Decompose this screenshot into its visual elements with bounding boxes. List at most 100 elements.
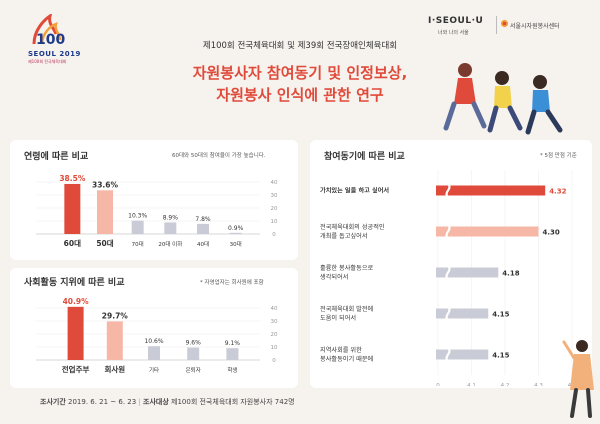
- social-bar: [106, 321, 123, 360]
- age-category-label: 30대: [230, 240, 242, 248]
- event-logo-emblem: 100: [32, 14, 65, 48]
- social-bar: [67, 306, 84, 360]
- social-category-label: 회사원: [104, 364, 125, 374]
- age-value-label: 33.6%: [92, 180, 119, 189]
- motive-category-label: 도움이 되어서: [320, 314, 356, 322]
- age-bar: [97, 190, 113, 234]
- motive-axis-break: [445, 264, 451, 281]
- woman-figure-illustration: [562, 340, 594, 418]
- age-y-tick: 40: [271, 180, 278, 186]
- survey-target-value: 제100회 전국체육대회 자원봉사자 742명: [171, 398, 295, 406]
- motive-bar: [436, 308, 489, 319]
- motive-bar: [436, 349, 489, 360]
- age-y-tick: 30: [271, 193, 278, 199]
- social-value-label: 10.6%: [144, 338, 163, 345]
- social-panel: [10, 268, 298, 388]
- motive-category-label: 훌륭한 봉사활동으로: [320, 264, 374, 272]
- age-category-label: 60대: [64, 238, 81, 248]
- motive-value-label: 4.18: [502, 270, 519, 278]
- social-y-tick: 30: [271, 319, 278, 325]
- motive-panel-title: 참여동기에 따른 비교: [324, 152, 405, 162]
- social-y-tick: 20: [271, 332, 278, 338]
- motive-category-label: 생각되어서: [320, 273, 348, 281]
- runners-illustration: [443, 63, 563, 135]
- age-value-label: 38.5%: [59, 174, 86, 183]
- motive-category-label: 개최를 돕고싶어서: [320, 232, 368, 240]
- motive-bar: [436, 267, 499, 278]
- age-category-label: 50대: [96, 238, 113, 248]
- age-chart: 0 10 20 30 40 38.5% 60대 33.6% 50대 10.3% 70대 8.9% 20대…: [36, 174, 278, 248]
- social-category-label: 전업주부: [62, 364, 90, 374]
- motive-x-tick: 4.1: [467, 383, 476, 386]
- social-value-label: 29.7%: [102, 311, 129, 320]
- motive-axis-break: [445, 346, 451, 363]
- age-y-tick: 0: [272, 232, 276, 238]
- age-bar: [64, 183, 81, 234]
- age-bar: [131, 220, 144, 234]
- survey-target-label: 조사대상: [143, 398, 169, 406]
- motive-bar: [436, 185, 546, 196]
- page-title-line1: 자원봉사자 참여동기 및 인정보상,: [192, 64, 408, 82]
- logo-wordmark: SEOUL 2019: [28, 50, 81, 58]
- social-y-tick: 10: [271, 345, 278, 351]
- motive-category-label: 전국체육대회의 성공적인: [320, 223, 385, 231]
- motive-value-label: 4.32: [549, 188, 566, 196]
- social-value-label: 9.1%: [225, 340, 241, 347]
- motive-x-tick: 4.2: [501, 383, 510, 386]
- survey-period-value: 2019. 6. 21 ~ 6. 23: [68, 398, 137, 406]
- age-panel: [10, 140, 298, 260]
- social-bar: [148, 346, 160, 360]
- social-category-label: 기타: [149, 366, 159, 374]
- social-category-label: 은퇴자: [186, 366, 201, 374]
- volunteer-center-name: 서울시자원봉사센터: [510, 23, 560, 30]
- social-bar: [226, 348, 239, 360]
- age-category-label: 70대: [132, 240, 144, 248]
- social-y-tick: 0: [272, 358, 276, 364]
- motive-category-label: 지역사회를 위한: [320, 346, 362, 354]
- age-category-label: 20대 이하: [158, 240, 182, 248]
- logo-subtext: 제100회 전국체육대회: [28, 59, 67, 64]
- age-value-label: 7.8%: [195, 216, 211, 223]
- logo-divider: [496, 16, 497, 34]
- motive-category-label: 봉사활동이기 때문에: [320, 355, 374, 363]
- svg-text:100: 100: [36, 32, 65, 48]
- social-chart: 0 10 20 30 40 40.9% 전업주부 29.7% 회사원 10.6% 기타 9.6% 은퇴자…: [36, 297, 278, 374]
- motive-category-label: 전국체육대회 발전에: [320, 305, 374, 313]
- social-value-label: 9.6%: [186, 340, 202, 347]
- page-title-line2: 자원봉사 인식에 관한 연구: [216, 86, 384, 104]
- age-value-label: 8.9%: [163, 214, 179, 221]
- motive-x-tick: 4.3: [534, 383, 543, 386]
- motive-axis-break: [445, 305, 451, 322]
- volunteer-center-icon: [500, 19, 509, 28]
- iseoul-tagline: 너와 나의 서울: [438, 30, 469, 36]
- age-value-label: 10.3%: [128, 213, 147, 220]
- age-bar: [164, 222, 177, 234]
- motive-axis-break: [445, 223, 451, 240]
- iseoul-logo: I·SEOUL·U: [428, 16, 484, 26]
- motive-value-label: 4.30: [543, 229, 560, 237]
- social-panel-title: 사회활동 지위에 따른 비교: [24, 278, 125, 288]
- age-y-tick: 10: [271, 219, 278, 225]
- social-value-label: 40.9%: [63, 297, 90, 306]
- social-panel-note: * 자영업자는 회사원에 포함: [200, 280, 264, 286]
- motive-value-label: 4.15: [492, 352, 509, 360]
- motive-panel-note: * 5점 만점 기준: [540, 153, 577, 159]
- survey-period-label: 조사기간: [40, 398, 66, 406]
- social-y-tick: 40: [271, 306, 278, 312]
- social-category-label: 학생: [227, 366, 237, 374]
- age-panel-note: 60대와 50대의 참여율이 가장 높습니다.: [172, 153, 266, 159]
- age-category-label: 40대: [197, 240, 209, 248]
- motive-category-label: 가치있는 일을 하고 싶어서: [320, 187, 389, 195]
- motive-value-label: 4.15: [492, 311, 509, 319]
- motive-axis-break: [445, 182, 451, 199]
- survey-footer: 조사기간 2019. 6. 21 ~ 6. 23 | 조사대상 제100회 전국…: [40, 398, 295, 406]
- social-bar: [187, 347, 200, 360]
- age-y-tick: 20: [271, 206, 278, 212]
- age-bar: [229, 232, 242, 234]
- motive-x-tick: 0: [436, 383, 440, 386]
- age-value-label: 0.9%: [228, 225, 244, 232]
- motive-bar: [436, 226, 539, 237]
- age-panel-title: 연령에 따른 비교: [24, 152, 89, 162]
- page-subtitle: 제100회 전국체육대회 및 제39회 전국장애인체육대회: [202, 41, 398, 51]
